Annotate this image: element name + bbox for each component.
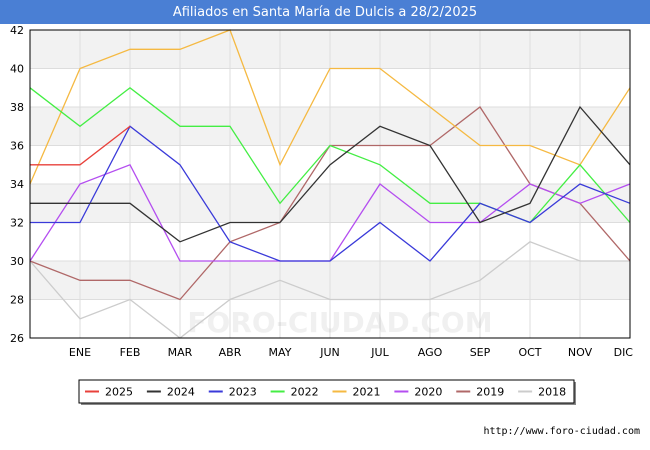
legend-label-2019: 2019: [476, 386, 504, 399]
x-tick-label: ABR: [219, 346, 242, 359]
legend-label-2025: 2025: [105, 386, 133, 399]
x-tick-label: MAR: [168, 346, 193, 359]
source-link[interactable]: http://www.foro-ciudad.com: [483, 426, 640, 437]
series-line-2018: [29, 241, 630, 339]
y-tick-label: 38: [10, 101, 24, 114]
x-tick-label: JUL: [370, 346, 389, 359]
x-tick-label: FEB: [120, 346, 141, 359]
legend-label-2023: 2023: [229, 386, 257, 399]
x-tick-label: NOV: [568, 346, 593, 359]
legend-box: [78, 379, 575, 404]
x-tick-label: AGO: [418, 346, 443, 359]
watermark: FORO-CIUDAD.COM: [187, 306, 492, 339]
x-tick-label: MAY: [269, 346, 292, 359]
y-tick-label: 34: [10, 178, 24, 191]
y-tick-label: 26: [10, 332, 24, 345]
y-tick-label: 32: [10, 217, 24, 230]
x-tick-label: OCT: [518, 346, 541, 359]
y-tick-label: 28: [10, 294, 24, 307]
chart-title: Afiliados en Santa María de Dulcis a 28/…: [0, 0, 650, 24]
x-tick-label: SEP: [470, 346, 491, 359]
legend-label-2018: 2018: [538, 386, 566, 399]
legend-label-2020: 2020: [414, 386, 442, 399]
x-tick-label: ENE: [69, 346, 91, 359]
y-tick-label: 40: [10, 63, 24, 76]
legend-label-2022: 2022: [291, 386, 319, 399]
legend-label-2024: 2024: [167, 386, 195, 399]
y-tick-label: 30: [10, 255, 24, 268]
legend-label-2021: 2021: [353, 386, 381, 399]
y-tick-label: 42: [10, 24, 24, 37]
y-tick-label: 36: [10, 140, 24, 153]
x-tick-label: JUN: [319, 346, 340, 359]
series-line-2025: [30, 125, 131, 166]
series-line-2021: [29, 29, 631, 185]
plot-frame: [29, 29, 631, 339]
x-tick-label: DIC: [614, 346, 634, 359]
series-line-2024: [30, 105, 631, 243]
